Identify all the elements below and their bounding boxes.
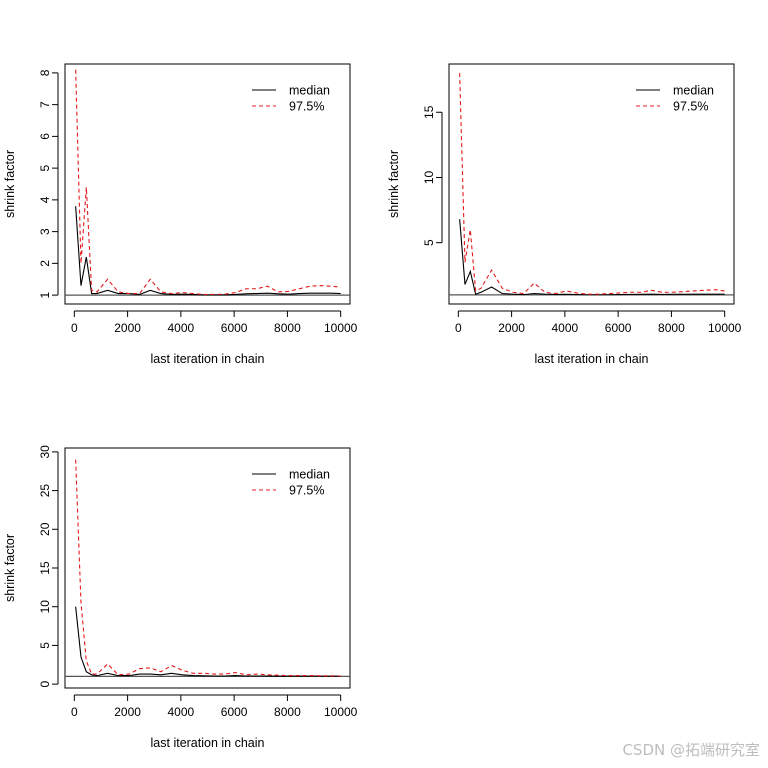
plot-area [65, 69, 350, 296]
chart-panel-2: 0 2000 4000 6000 8000 10000 5 10 15 last iteratio… [387, 63, 742, 366]
y-tick-label: 25 [38, 484, 52, 498]
y-tick-label: 5 [38, 642, 52, 649]
y-tick-label: 7 [38, 101, 52, 108]
legend: median 97.5% [252, 468, 330, 498]
y-tick-label: 6 [38, 133, 52, 140]
plot-frame [448, 63, 735, 305]
x-tick-label: 4000 [168, 705, 195, 719]
legend-label: median [673, 84, 714, 98]
x-tick-label: 10000 [324, 321, 358, 335]
series-line-upper-97-5 [459, 73, 725, 295]
chart-panel-1: 0 2000 4000 6000 8000 10000 1 2 3 4 5 6 7 8 last itera… [3, 63, 358, 366]
legend: median 97.5% [252, 84, 330, 114]
plot-frame [64, 63, 351, 305]
y-tick-label: 30 [38, 445, 52, 459]
legend-label: median [289, 84, 330, 98]
x-tick-label: 6000 [221, 705, 248, 719]
y-tick-label: 5 [38, 164, 52, 171]
y-axis-title: shrink factor [3, 534, 17, 602]
x-tick-label: 6000 [605, 321, 632, 335]
y-tick-label: 0 [38, 680, 52, 687]
x-tick-label: 8000 [274, 321, 301, 335]
legend-label: median [289, 468, 330, 482]
y-tick-label: 1 [38, 291, 52, 298]
y-tick-label: 10 [38, 600, 52, 614]
x-tick-label: 2000 [498, 321, 525, 335]
watermark: CSDN @拓端研究室 [622, 741, 760, 759]
y-tick-label: 20 [38, 522, 52, 536]
chart-panel-3: 0 2000 4000 6000 8000 10000 0 5 10 15 20 25 30 last i… [3, 445, 358, 750]
plot-area [449, 73, 734, 296]
x-tick-label: 2000 [114, 321, 141, 335]
series-line-median [459, 219, 725, 296]
series-line-upper-97-5 [75, 459, 341, 677]
x-tick-label: 8000 [274, 705, 301, 719]
x-tick-label: 10000 [708, 321, 742, 335]
y-tick-label: 15 [38, 561, 52, 575]
plot-area [65, 459, 350, 677]
y-tick-label: 5 [422, 239, 436, 246]
y-tick-label: 8 [38, 69, 52, 76]
legend-label: 97.5% [289, 484, 324, 498]
legend-label: 97.5% [673, 100, 708, 114]
y-tick-label: 2 [38, 260, 52, 267]
x-axis-title: last iteration in chain [151, 736, 265, 750]
x-tick-label: 0 [71, 321, 78, 335]
y-tick-label: 3 [38, 228, 52, 235]
x-tick-label: 8000 [658, 321, 685, 335]
series-line-median [75, 606, 341, 677]
x-tick-label: 0 [71, 705, 78, 719]
x-tick-label: 4000 [168, 321, 195, 335]
legend-label: 97.5% [289, 100, 324, 114]
x-tick-label: 4000 [552, 321, 579, 335]
x-tick-label: 2000 [114, 705, 141, 719]
y-axis-title: shrink factor [3, 150, 17, 218]
legend: median 97.5% [636, 84, 714, 114]
y-tick-label: 10 [422, 170, 436, 184]
y-tick-label: 15 [422, 105, 436, 119]
x-tick-label: 0 [455, 321, 462, 335]
series-line-median [75, 206, 341, 296]
series-line-upper-97-5 [75, 69, 341, 296]
x-tick-label: 6000 [221, 321, 248, 335]
y-axis-title: shrink factor [387, 150, 401, 218]
x-axis-title: last iteration in chain [151, 352, 265, 366]
x-tick-label: 10000 [324, 705, 358, 719]
plot-frame [64, 447, 351, 689]
y-tick-label: 4 [38, 196, 52, 203]
x-axis-title: last iteration in chain [535, 352, 649, 366]
